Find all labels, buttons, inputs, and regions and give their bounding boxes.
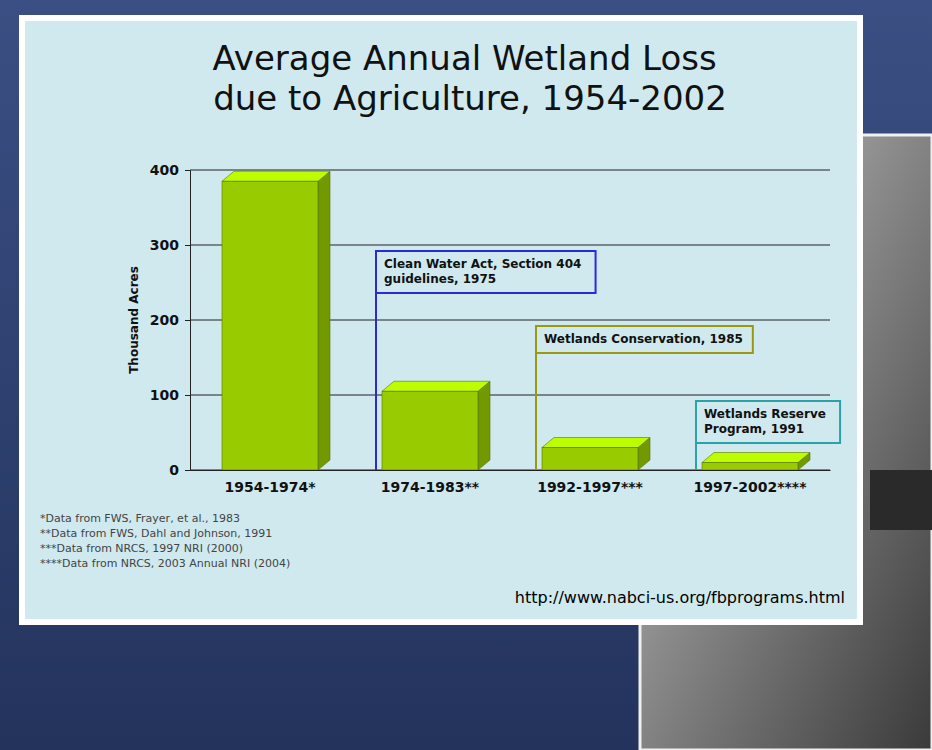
- bars: [222, 171, 810, 470]
- text-line: due to Agriculture, 1954-2002: [213, 78, 727, 118]
- y-tick: 100: [150, 387, 190, 403]
- background: [0, 0, 932, 750]
- y-tick-label: 100: [150, 387, 179, 403]
- bar-group: [702, 453, 810, 471]
- x-tick: 1992-1997***: [537, 470, 643, 495]
- bar-top-face: [542, 438, 650, 448]
- y-tick: 200: [150, 312, 190, 328]
- bar-top-face: [382, 381, 490, 391]
- y-axis-title: Thousand Acres: [127, 266, 141, 374]
- source-url: http://www.nabci-us.org/fbprograms.html: [515, 588, 845, 607]
- x-axis-line: [191, 470, 831, 471]
- x-tick-label: 1997-2002****: [693, 479, 807, 495]
- bar-top-face: [222, 171, 330, 181]
- bar-side-face: [318, 171, 330, 470]
- x-tick-label: 1992-1997***: [537, 479, 643, 495]
- bar: [542, 448, 638, 471]
- y-tick: 0: [169, 462, 190, 478]
- y-tick-label: 0: [169, 462, 179, 478]
- text-line: Wetlands Reserve: [704, 407, 830, 421]
- footnote: *Data from FWS, Frayer, et al., 1983: [40, 512, 240, 525]
- text-line: Program, 1991: [704, 422, 804, 436]
- y-tick-mark: [185, 170, 190, 171]
- text-line: Average Annual Wetland Loss: [213, 38, 728, 78]
- y-tick-mark: [185, 320, 190, 321]
- chart-card: [22, 18, 860, 622]
- bar-group: [542, 438, 650, 471]
- y-axis-line: [185, 171, 191, 471]
- bar: [702, 463, 798, 471]
- annotations: Clean Water Act, Section 404 guidelines,…: [376, 251, 840, 470]
- chart-title: Average Annual Wetland Loss due to Agric…: [213, 38, 728, 118]
- x-tick-label: 1974-1983**: [381, 479, 480, 495]
- y-tick-mark: [185, 245, 190, 246]
- footnote: **Data from FWS, Dahl and Johnson, 1991: [40, 527, 272, 540]
- y-axis: 0 100 200 300 400: [150, 162, 191, 478]
- annotation-text: Wetlands Reserve Program, 1991: [704, 407, 830, 436]
- y-tick-label: 200: [150, 312, 179, 328]
- annotation-box: [376, 251, 596, 470]
- x-tick: 1997-2002****: [693, 470, 807, 495]
- slide: Average Annual Wetland Loss due to Agric…: [0, 0, 932, 750]
- text-line: Wetlands Conservation, 1985: [544, 332, 743, 346]
- bar: [382, 391, 478, 470]
- x-tick: 1974-1983**: [381, 470, 480, 495]
- x-tick: 1954-1974*: [224, 470, 316, 495]
- y-tick-mark: [185, 470, 190, 471]
- annotation: Clean Water Act, Section 404 guidelines,…: [376, 251, 596, 470]
- annotation-text: Wetlands Conservation, 1985: [544, 332, 743, 346]
- x-tick-label: 1954-1974*: [224, 479, 316, 495]
- y-tick-label: 400: [150, 162, 179, 178]
- y-tick-label: 300: [150, 237, 179, 253]
- x-axis: 1954-1974* 1974-1983** 1992-1997*** 1997-20…: [191, 470, 831, 495]
- bar-group: [222, 171, 330, 470]
- footnotes: *Data from FWS, Frayer, et al., 1983 **Da…: [40, 512, 290, 570]
- annotation-box: [696, 401, 840, 470]
- footnote: ****Data from NRCS, 2003 Annual NRI (200…: [40, 557, 290, 570]
- y-tick: 400: [150, 162, 190, 178]
- grid: [190, 170, 830, 470]
- bar: [222, 181, 318, 470]
- photo-detail: [870, 470, 932, 530]
- grid-line: [190, 170, 830, 171]
- bar-side-face: [478, 381, 490, 470]
- text-line: guidelines, 1975: [384, 272, 496, 286]
- bar-top-face: [702, 453, 810, 463]
- footnote: ***Data from NRCS, 1997 NRI (2000): [40, 542, 243, 555]
- annotation-box: [536, 326, 753, 470]
- y-tick-mark: [185, 395, 190, 396]
- y-tick: 300: [150, 237, 190, 253]
- annotation: Wetlands Conservation, 1985: [536, 326, 753, 470]
- annotation-text: Clean Water Act, Section 404 guidelines,…: [384, 257, 586, 286]
- bar-group: [382, 381, 490, 470]
- text-line: Clean Water Act, Section 404: [384, 257, 586, 271]
- annotation: Wetlands Reserve Program, 1991: [696, 401, 840, 470]
